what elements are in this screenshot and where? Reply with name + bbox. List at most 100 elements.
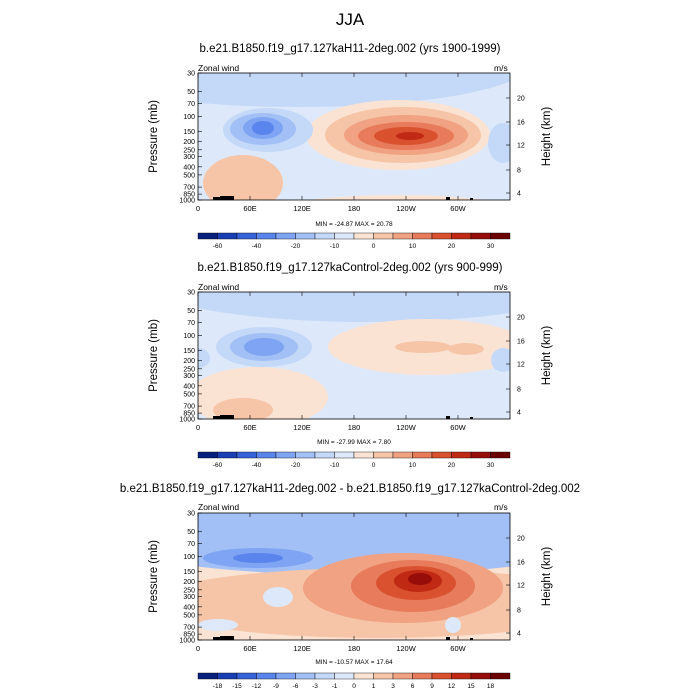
colorbar-swatch <box>314 451 335 459</box>
topography-mark <box>213 197 222 200</box>
field-contour <box>213 398 273 419</box>
panel-3-field <box>198 513 510 640</box>
field-contour <box>252 121 274 135</box>
y-tick-label: 300 <box>183 594 195 601</box>
y-tick-label: 1000 <box>179 198 195 205</box>
panel-2-field <box>198 292 510 419</box>
y2-tick-label: 4 <box>517 631 521 638</box>
x-tick-label: 180 <box>348 644 361 653</box>
colorbar-swatch <box>470 451 491 459</box>
field-contour <box>233 553 283 563</box>
colorbar-label: 15 <box>467 683 475 690</box>
panel-1-colorbar: -60 -40 -20 -10 0 10 20 30 <box>197 232 511 250</box>
y-tick-label: 50 <box>187 529 195 536</box>
field-contour <box>203 155 283 200</box>
colorbar-label: -9 <box>273 683 279 690</box>
colorbar-label: -1 <box>332 683 338 690</box>
x-tick-label: 0 <box>196 423 200 432</box>
colorbar-label: 9 <box>430 683 434 690</box>
colorbar-swatch <box>256 451 277 459</box>
colorbar-swatch <box>236 451 257 459</box>
colorbar-swatch <box>490 672 511 680</box>
colorbar-swatch <box>217 232 238 240</box>
y-tick-label: 150 <box>183 129 195 136</box>
x-tick-label: 120E <box>293 644 311 653</box>
colorbar-label: -40 <box>252 462 262 469</box>
topography-mark <box>213 637 222 640</box>
y2-axis-label: Height (km) <box>541 107 553 167</box>
colorbar-swatch <box>353 672 374 680</box>
y2-tick-label: 20 <box>517 536 525 543</box>
colorbar-label: -18 <box>213 683 223 690</box>
panel-2-units-label: m/s <box>494 282 508 292</box>
y2-tick-label: 8 <box>517 168 521 175</box>
colorbar-swatch <box>197 672 218 680</box>
y-tick-label: 150 <box>183 348 195 355</box>
x-tick-label: 120W <box>396 644 417 653</box>
colorbar-label: -12 <box>252 683 262 690</box>
colorbar-swatch <box>334 232 355 240</box>
x-tick-label: 120W <box>396 423 417 432</box>
y-tick-label: 500 <box>183 172 195 179</box>
y2-axis-label: Height (km) <box>541 547 553 607</box>
field-contour <box>488 123 510 163</box>
y2-tick-label: 4 <box>517 410 521 417</box>
y2-tick-label: 4 <box>517 191 521 198</box>
panel-3-units-label: m/s <box>494 502 508 512</box>
colorbar-swatch <box>431 672 452 680</box>
field-contour <box>396 132 424 140</box>
colorbar-swatch <box>197 451 218 459</box>
colorbar-swatch <box>275 451 296 459</box>
colorbar-swatch <box>451 451 472 459</box>
panel-1-plot: 3050701001502002503004005007008501000Pre… <box>148 71 553 251</box>
colorbar-swatch <box>431 232 452 240</box>
topography-mark <box>220 415 234 419</box>
topography-mark <box>446 416 450 419</box>
colorbar-swatch <box>334 451 355 459</box>
y-axis-label: Pressure (mb) <box>148 319 160 392</box>
y-tick-label: 70 <box>187 320 195 327</box>
field-contour <box>198 73 510 107</box>
colorbar-swatch <box>353 232 374 240</box>
panel-3-variable-label: Zonal wind <box>198 502 240 512</box>
field-contour <box>198 348 210 368</box>
topography-mark <box>446 197 450 200</box>
panel-1-units-label: m/s <box>494 63 508 73</box>
x-tick-label: 0 <box>196 644 200 653</box>
y-axis-label: Pressure (mb) <box>148 100 160 173</box>
y-tick-label: 50 <box>187 308 195 315</box>
panel-3-title: b.e21.B1850.f19_g17.127kaH11-2deg.002 - … <box>119 483 581 495</box>
y2-tick-label: 16 <box>517 339 525 346</box>
panel-3-colorbar: -18 -15 -12 -9 -6 -3 -1 0 1 3 6 9 12 15 18 <box>197 672 511 690</box>
y-tick-label: 1000 <box>179 417 195 424</box>
x-tick-label: 120E <box>293 204 311 213</box>
colorbar-swatch <box>392 672 413 680</box>
y-tick-label: 300 <box>183 154 195 161</box>
field-contour <box>198 292 510 322</box>
colorbar-swatch <box>275 232 296 240</box>
colorbar-label: 12 <box>448 683 456 690</box>
colorbar-label: 20 <box>448 243 456 250</box>
colorbar-swatch <box>217 672 238 680</box>
colorbar-label: -3 <box>312 683 318 690</box>
field-contour <box>448 343 484 355</box>
colorbar-swatch <box>236 232 257 240</box>
x-tick-label: 0 <box>196 204 200 213</box>
field-contour <box>198 619 238 631</box>
colorbar-swatch <box>392 451 413 459</box>
panel-1-minmax: MIN = -24.87 MAX = 20.78 <box>315 221 393 228</box>
topography-mark <box>470 417 473 419</box>
colorbar-label: 20 <box>448 462 456 469</box>
colorbar-swatch <box>412 451 433 459</box>
y-tick-label: 200 <box>183 139 195 146</box>
x-tick-label: 120W <box>396 204 417 213</box>
topography-mark <box>213 416 222 419</box>
colorbar-label: 1 <box>372 683 376 690</box>
colorbar-label: 0 <box>372 243 376 250</box>
colorbar-swatch <box>470 232 491 240</box>
colorbar-label: -20 <box>291 243 301 250</box>
colorbar-swatch <box>334 672 355 680</box>
y-tick-label: 30 <box>187 71 195 78</box>
y2-axis-label: Height (km) <box>541 326 553 386</box>
